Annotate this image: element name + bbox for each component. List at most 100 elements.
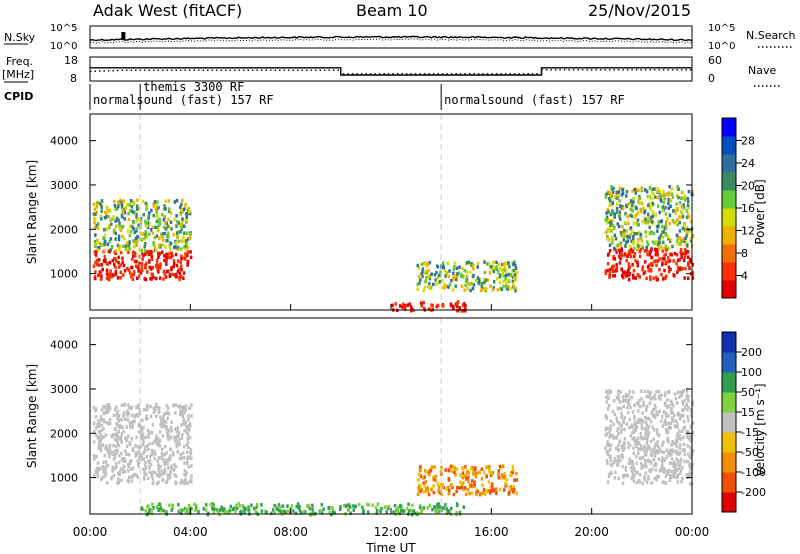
- data-cell: [644, 459, 647, 463]
- data-cell: [123, 217, 126, 221]
- freq-nave-series: [89, 67, 692, 76]
- data-cell: [647, 444, 650, 448]
- data-cell: [158, 221, 162, 225]
- data-cell: [621, 481, 625, 486]
- data-cell: [131, 420, 135, 424]
- data-cell: [135, 413, 138, 417]
- data-cell: [226, 510, 229, 514]
- data-cell: [167, 224, 170, 229]
- nsky-tick-bottom: 10^0: [50, 41, 77, 52]
- data-cell: [118, 221, 121, 225]
- data-cell: [468, 484, 472, 489]
- data-cell: [184, 481, 188, 486]
- data-cell: [643, 436, 646, 440]
- data-cell: [497, 270, 500, 274]
- data-cell: [633, 436, 636, 440]
- data-cell: [97, 258, 101, 262]
- data-cell: [630, 214, 634, 218]
- data-cell: [118, 202, 121, 206]
- data-cell: [131, 265, 134, 270]
- data-cell: [150, 474, 154, 478]
- date-label: 25/Nov/2015: [588, 1, 691, 20]
- data-cell: [212, 510, 216, 515]
- data-cell: [641, 420, 645, 424]
- data-cell: [656, 196, 660, 200]
- data-cell: [137, 445, 140, 450]
- data-cell: [499, 287, 502, 291]
- data-cell: [655, 275, 658, 280]
- data-cell: [141, 232, 145, 236]
- data-cell: [452, 306, 455, 310]
- data-cell: [458, 510, 462, 515]
- data-cell: [501, 262, 504, 267]
- data-cell: [114, 451, 117, 455]
- data-cell: [278, 505, 282, 509]
- data-cell: [189, 232, 192, 236]
- data-cell: [645, 189, 649, 194]
- data-cell: [165, 255, 168, 259]
- data-cell: [473, 483, 476, 488]
- data-cell: [164, 275, 168, 279]
- data-cell: [605, 400, 609, 404]
- data-cell: [158, 502, 161, 506]
- data-cell: [173, 217, 176, 222]
- data-cell: [679, 390, 682, 395]
- data-cell: [133, 251, 137, 255]
- data-cell: [422, 476, 425, 481]
- data-cell: [632, 254, 636, 259]
- data-cell: [131, 257, 134, 261]
- data-cell: [511, 464, 514, 469]
- data-cell: [474, 278, 478, 283]
- data-cell: [629, 433, 633, 438]
- data-cell: [637, 238, 640, 242]
- data-cell: [142, 408, 146, 412]
- data-cell: [607, 403, 611, 408]
- data-cell: [115, 422, 118, 426]
- data-cell: [330, 512, 333, 517]
- freq-panel-frame: [89, 56, 693, 82]
- data-cell: [610, 229, 613, 233]
- data-cell: [448, 468, 451, 473]
- data-cell: [655, 432, 659, 436]
- data-cell: [622, 275, 625, 280]
- data-cell: [141, 257, 144, 261]
- data-cell: [685, 389, 689, 393]
- data-cell: [144, 435, 148, 440]
- data-cell: [137, 269, 140, 273]
- data-cell: [667, 469, 670, 473]
- data-cell: [100, 270, 103, 274]
- data-cell: [155, 248, 158, 252]
- data-cell: [167, 437, 170, 442]
- data-cell: [647, 476, 650, 481]
- data-cell: [185, 507, 188, 511]
- data-cell: [131, 277, 135, 281]
- data-cell: [615, 202, 619, 206]
- data-cell: [163, 254, 166, 258]
- data-cell: [503, 472, 507, 476]
- data-cell: [452, 304, 455, 309]
- data-cell: [117, 429, 120, 434]
- data-cell: [105, 411, 109, 415]
- data-cell: [117, 471, 120, 476]
- data-cell: [634, 191, 638, 195]
- data-cell: [176, 245, 180, 250]
- data-cell: [111, 273, 115, 278]
- data-cell: [135, 473, 138, 477]
- data-cell: [156, 267, 160, 272]
- data-cell: [613, 269, 616, 273]
- data-cell: [632, 234, 635, 239]
- data-cell: [156, 459, 160, 463]
- data-cell: [620, 411, 623, 416]
- data-cell: [673, 467, 676, 472]
- data-cell: [648, 417, 651, 421]
- data-cell: [169, 255, 173, 260]
- data-cell: [664, 411, 668, 415]
- data-cell: [135, 215, 138, 219]
- data-cell: [460, 485, 464, 489]
- data-cell: [174, 403, 178, 407]
- data-cell: [165, 262, 168, 266]
- data-cell: [504, 273, 508, 278]
- data-cell: [685, 434, 689, 439]
- data-cell: [669, 204, 672, 209]
- data-cell: [466, 281, 470, 286]
